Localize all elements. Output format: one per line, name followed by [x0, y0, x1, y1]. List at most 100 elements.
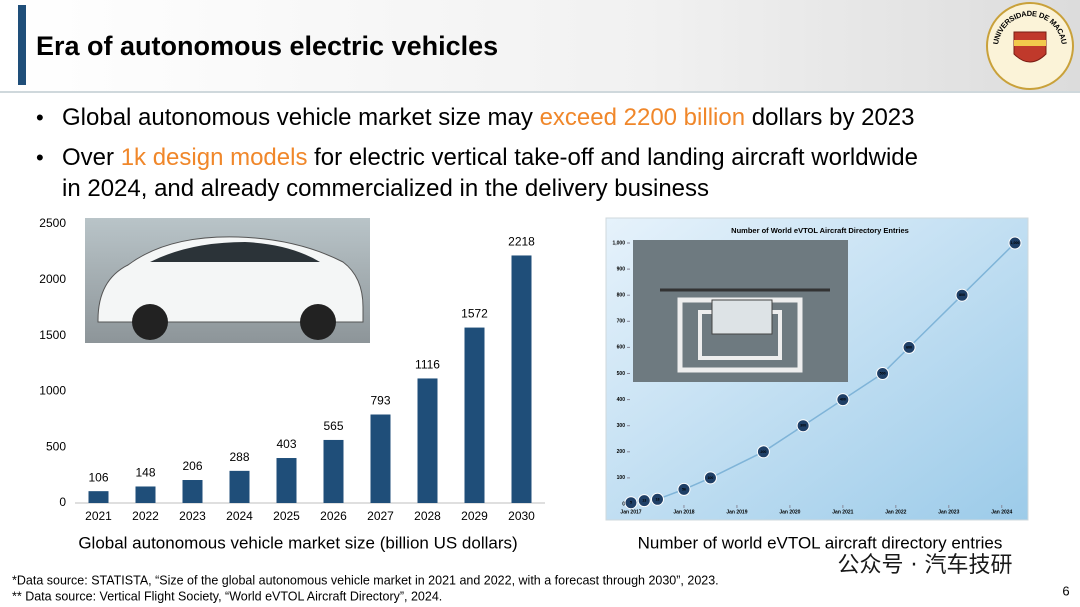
data-label: 200	[760, 450, 766, 454]
y-tick-label: 1,000	[612, 240, 625, 246]
x-tick-label: 2022	[132, 509, 159, 523]
data-label: 400	[840, 398, 846, 402]
header-band	[0, 0, 1080, 92]
data-label: 800	[959, 293, 965, 297]
caption: Global autonomous vehicle market size (b…	[78, 533, 517, 552]
point	[650, 492, 664, 506]
data-label: 793	[370, 394, 390, 408]
bullet-line: Global autonomous vehicle market size ma…	[62, 104, 915, 131]
y-tick-label: 300	[617, 423, 626, 429]
bar	[511, 255, 532, 503]
bar	[182, 480, 203, 503]
data-label: 13	[642, 499, 646, 503]
data-label: 500	[880, 371, 886, 375]
x-tick-label: 2028	[414, 509, 441, 523]
x-tick-label: 2023	[179, 509, 206, 523]
point	[796, 419, 810, 433]
y-tick-label: 2000	[39, 272, 66, 286]
x-tick-label: Jan 2024	[991, 509, 1012, 515]
bullet-text: 1k design models	[121, 144, 308, 171]
data-label: 1572	[461, 307, 488, 321]
logo-band	[1014, 40, 1046, 46]
source-note: ** Data source: Vertical Flight Society,…	[12, 589, 442, 603]
x-tick-label: Jan 2017	[620, 509, 641, 515]
point	[756, 445, 770, 459]
x-tick-label: Jan 2018	[673, 509, 694, 515]
x-tick-label: 2026	[320, 509, 347, 523]
y-tick-label: 900	[617, 266, 626, 272]
y-tick-label: 0	[622, 501, 625, 507]
bullet-text: exceed 2200 billion	[540, 104, 746, 131]
x-tick-label: 2030	[508, 509, 535, 523]
x-tick-label: 2025	[273, 509, 300, 523]
bullet-text: Over	[62, 144, 121, 171]
car-window	[150, 242, 320, 262]
bullet-text: dollars by 2023	[745, 104, 914, 131]
point	[703, 471, 717, 485]
x-tick-label: Jan 2022	[885, 509, 906, 515]
data-label: 100	[707, 476, 713, 480]
logo: UNIVERSIDADE DE MACAU	[986, 2, 1074, 90]
bar	[276, 458, 297, 503]
drone-body	[711, 299, 773, 335]
x-tick-label: 2024	[226, 509, 253, 523]
bar	[370, 414, 391, 503]
source-note: *Data source: STATISTA, “Size of the glo…	[12, 573, 719, 587]
data-label: 288	[229, 450, 249, 464]
y-tick-label: 700	[617, 319, 626, 325]
point	[624, 496, 638, 510]
x-tick-label: 2027	[367, 509, 394, 523]
data-label: 403	[276, 437, 296, 451]
y-tick-label: 100	[617, 475, 626, 481]
bar	[88, 491, 109, 503]
bullet-line: in 2024, and already commercialized in t…	[62, 175, 709, 202]
data-label: 56	[682, 487, 686, 491]
bar	[323, 439, 344, 503]
point	[1008, 236, 1022, 250]
y-tick-label: 400	[617, 397, 626, 403]
data-label: 18	[655, 497, 659, 501]
car-photo	[85, 218, 370, 343]
bar	[464, 327, 485, 503]
point	[902, 340, 916, 354]
y-tick-label: 800	[617, 293, 626, 299]
y-tick-label: 200	[617, 449, 626, 455]
bar	[417, 378, 438, 503]
data-label: 565	[323, 419, 343, 433]
data-label: 600	[906, 345, 912, 349]
data-label: 300	[800, 424, 806, 428]
data-label: 148	[135, 466, 155, 480]
page-number: 6	[1062, 583, 1069, 598]
car-wheel	[132, 304, 168, 340]
point	[637, 494, 651, 508]
y-tick-label: 500	[46, 439, 66, 453]
y-tick-label: 0	[59, 495, 66, 509]
data-label: 206	[182, 459, 202, 473]
x-tick-label: Jan 2019	[726, 509, 747, 515]
x-tick-label: Jan 2023	[938, 509, 959, 515]
y-tick-label: 2500	[39, 216, 66, 230]
title: Era of autonomous electric vehicles	[36, 31, 498, 61]
point	[955, 288, 969, 302]
x-tick-label: 2021	[85, 509, 112, 523]
x-tick-label: Jan 2021	[832, 509, 853, 515]
bullet-line: Over 1k design models for electric verti…	[62, 144, 918, 171]
bullet-text: Global autonomous vehicle market size ma…	[62, 104, 540, 131]
bullet-text: in 2024, and already commercialized in t…	[62, 175, 709, 202]
bar	[135, 486, 156, 503]
bullet-text: for electric vertical take-off and landi…	[307, 144, 918, 171]
data-label: 1116	[415, 358, 440, 372]
data-label: 2218	[508, 235, 535, 249]
title-accent	[18, 5, 26, 85]
data-label: 106	[88, 470, 108, 484]
y-tick-label: 1500	[39, 328, 66, 342]
y-tick-label: 1000	[39, 384, 66, 398]
y-tick-label: 500	[617, 371, 626, 377]
point	[876, 367, 890, 380]
bar	[229, 470, 250, 503]
car-wheel	[300, 304, 336, 340]
drone-photo	[633, 240, 848, 382]
caption: Number of world eVTOL aircraft directory…	[638, 533, 1003, 552]
